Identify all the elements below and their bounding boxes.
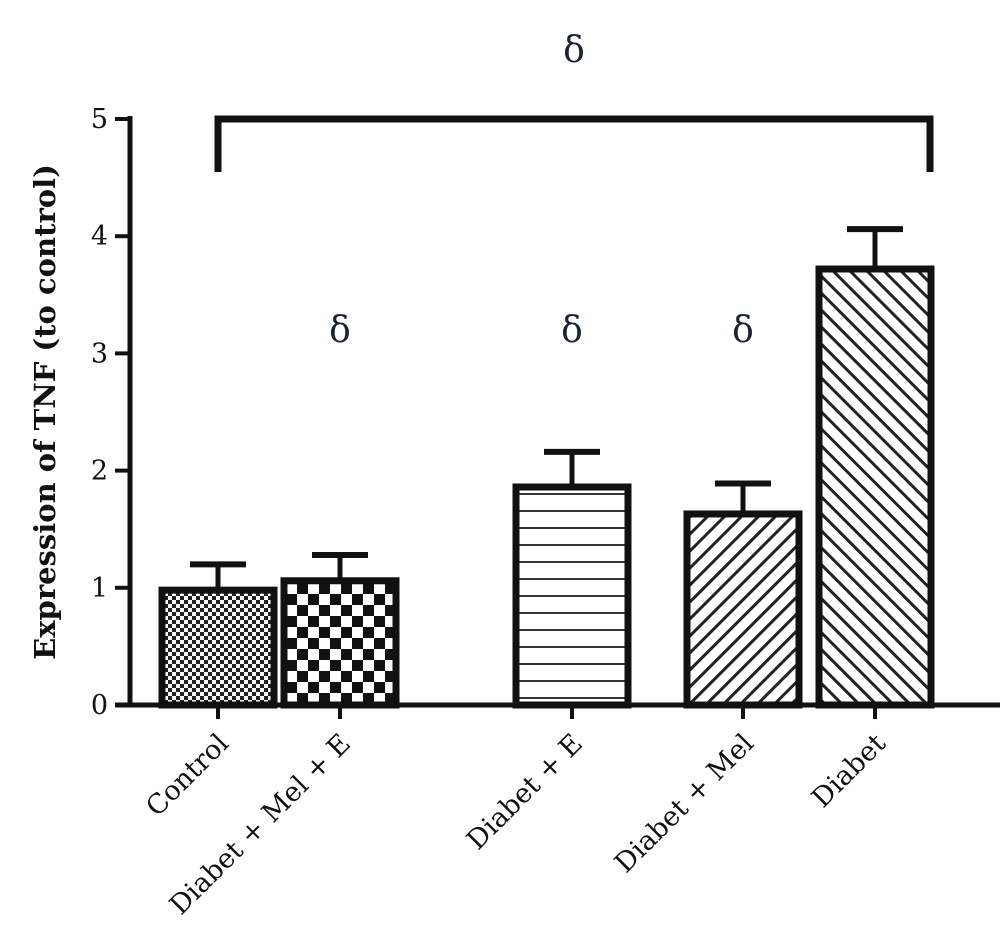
bar-diabet-mel bbox=[683, 510, 803, 709]
bar-control bbox=[158, 586, 278, 709]
significance-marker: δ bbox=[732, 310, 754, 351]
bar-diabet-mel-e bbox=[280, 577, 400, 709]
x-tick-label: Diabet + E bbox=[461, 728, 589, 856]
x-tick-label: Diabet bbox=[806, 728, 892, 814]
bar-diabet bbox=[815, 265, 935, 709]
bar-diabet-e bbox=[512, 483, 632, 709]
x-tick-label: Diabet + Mel bbox=[609, 728, 760, 879]
y-tick-label: 3 bbox=[91, 338, 108, 369]
y-tick-label: 2 bbox=[91, 456, 108, 487]
significance-bracket bbox=[214, 115, 934, 172]
y-tick-label: 4 bbox=[91, 221, 108, 252]
significance-marker: δ bbox=[561, 310, 583, 351]
x-tick-label: Control bbox=[140, 728, 235, 823]
significance-marker: δ bbox=[329, 310, 351, 351]
y-tick-label: 5 bbox=[91, 104, 108, 135]
y-tick-label: 0 bbox=[91, 690, 108, 721]
y-tick-label: 1 bbox=[91, 573, 108, 604]
y-axis-label: Expression of TNF (to control) bbox=[28, 164, 62, 660]
bracket-significance-marker: δ bbox=[563, 30, 585, 71]
